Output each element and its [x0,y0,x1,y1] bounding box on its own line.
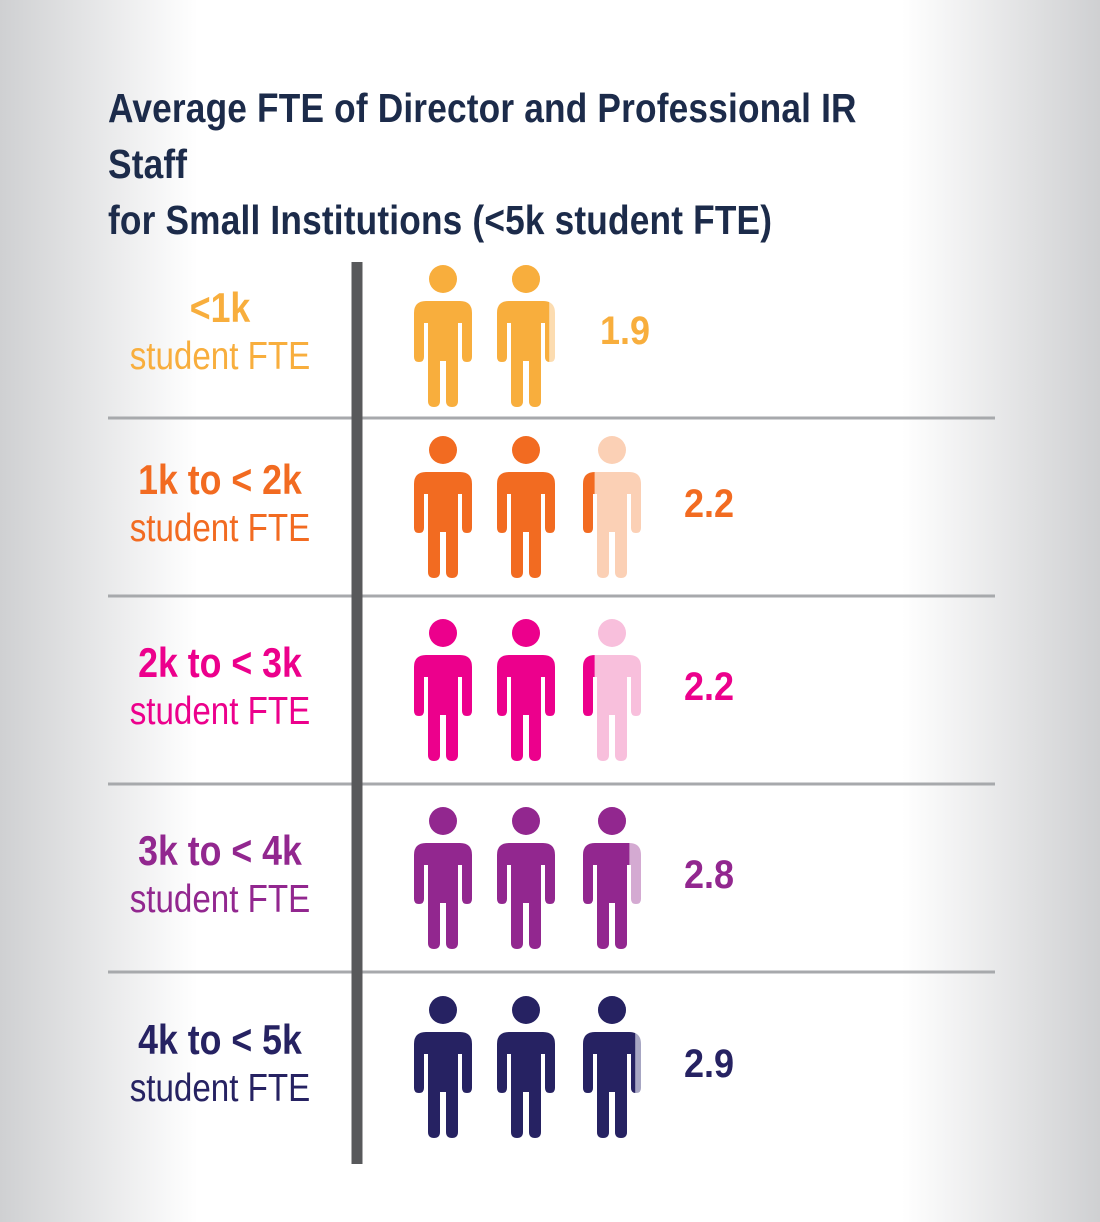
person-icon [414,265,472,407]
person-icon [414,807,472,949]
row-label-range: 3k to < 4k [138,827,302,874]
row-value: 1.9 [600,309,651,353]
row-label: 4k to < 5k student FTE [93,1015,348,1113]
chart-title: Average FTE of Director and Professional… [108,80,899,248]
row-label-range: 2k to < 3k [138,639,302,686]
person-icon [497,265,555,407]
row-label-range: 1k to < 2k [138,456,302,503]
row-label-unit: student FTE [129,507,311,550]
person-icon [497,619,555,761]
row-label-range: <1k [189,284,251,331]
person-icon [497,996,555,1138]
row-label: 1k to < 2k student FTE [93,455,348,553]
person-icon [414,996,472,1138]
row-label-unit: student FTE [129,335,311,378]
row-value: 2.2 [684,482,735,526]
row-value: 2.2 [684,665,735,709]
row-label-unit: student FTE [129,1067,311,1110]
person-icon [497,807,555,949]
person-icon [583,807,641,949]
row-label-unit: student FTE [129,690,311,733]
row-value: 2.9 [684,1042,735,1086]
row-label-range: 4k to < 5k [138,1016,302,1063]
row-label: <1k student FTE [93,283,348,381]
person-icon [414,619,472,761]
person-icon [583,619,641,761]
person-icon [497,436,555,578]
chart-title-line-1: Average FTE of Director and Professional… [108,85,857,187]
row-value: 2.8 [684,853,735,897]
person-icon [583,996,641,1138]
person-icon [583,436,641,578]
person-icon [414,436,472,578]
chart-title-line-2: for Small Institutions (<5k student FTE) [108,197,773,243]
row-label: 3k to < 4k student FTE [93,826,348,924]
row-label: 2k to < 3k student FTE [93,638,348,736]
row-label-unit: student FTE [129,878,311,921]
